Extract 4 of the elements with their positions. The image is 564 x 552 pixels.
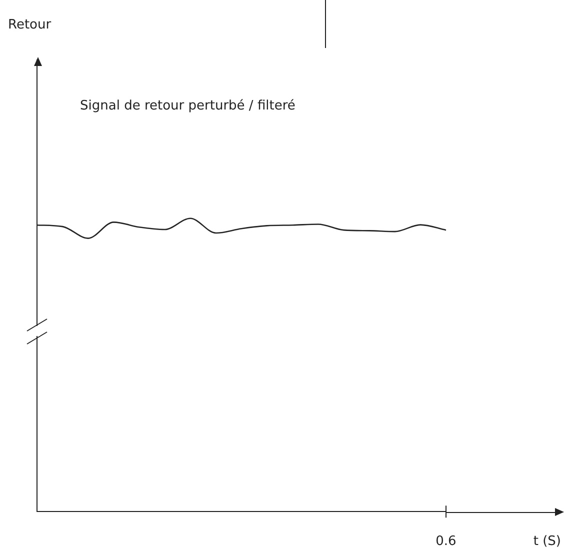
text: Retour	[8, 17, 52, 32]
text: 0.6	[436, 534, 456, 549]
text: Signal de retour perturbé / filteré	[80, 98, 296, 114]
text: t (S)	[533, 534, 561, 549]
